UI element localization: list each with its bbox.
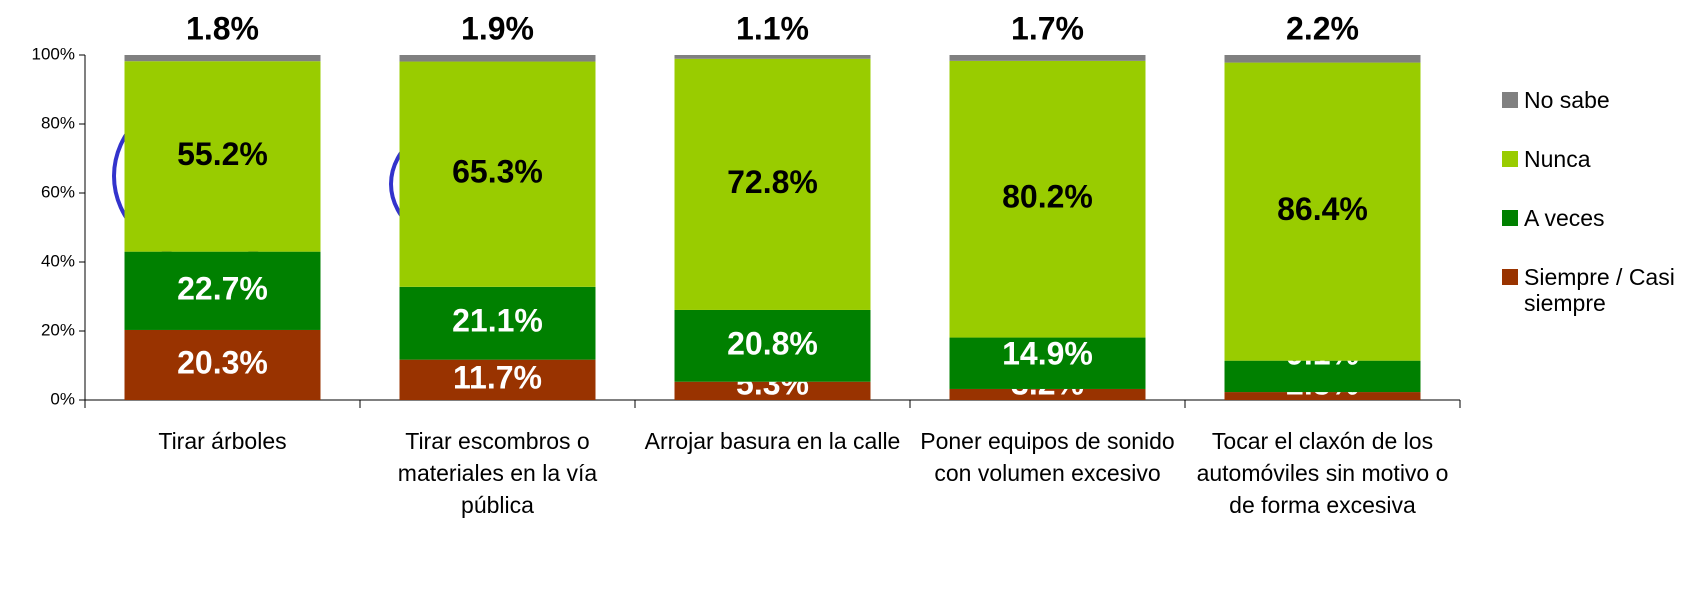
bar-segment	[124, 55, 321, 62]
value-label: 22.7%	[177, 270, 268, 306]
bar-segment	[1224, 360, 1421, 393]
x-tick-label: Arrojar basura en la calle	[644, 428, 901, 454]
bar-segment	[674, 309, 871, 382]
bar-segment	[949, 337, 1146, 389]
bar-segment	[399, 359, 596, 400]
y-tick-label: 40%	[41, 251, 75, 270]
legend-swatch	[1502, 210, 1518, 226]
value-label: 55.2%	[177, 136, 268, 172]
bar-segment	[1224, 392, 1421, 400]
bar-segment	[399, 61, 596, 287]
bar-segment	[1224, 55, 1421, 63]
bar-segment	[949, 55, 1146, 61]
legend-label: A veces	[1524, 205, 1605, 231]
legend-label: Siempre / Casi siempre	[1524, 264, 1675, 316]
y-tick-label: 20%	[41, 320, 75, 339]
value-label: 20.8%	[727, 325, 818, 361]
x-tick-label: Poner equipos de sonido con volumen exce…	[920, 428, 1175, 486]
bar-segment	[399, 286, 596, 360]
bar-segment	[949, 60, 1146, 338]
value-label: 2.2%	[1286, 10, 1359, 46]
x-tick-label: Tirar escombros o materiales en la vía p…	[397, 428, 598, 518]
value-label: 1.8%	[186, 10, 259, 46]
value-label: 72.8%	[727, 164, 818, 200]
bar-segment	[674, 381, 871, 400]
y-tick-label: 100%	[32, 44, 75, 63]
bar-segment	[124, 251, 321, 330]
bar-segment	[949, 388, 1146, 400]
value-label: 14.9%	[1002, 335, 1093, 371]
value-label: 80.2%	[1002, 179, 1093, 215]
bar-segment	[399, 55, 596, 62]
value-label: 86.4%	[1277, 191, 1368, 227]
value-label: 1.7%	[1011, 10, 1084, 46]
legend-swatch	[1502, 269, 1518, 285]
value-label: 20.3%	[177, 344, 268, 380]
bar-segment	[124, 329, 321, 400]
value-label: 21.1%	[452, 303, 543, 339]
legend-swatch	[1502, 92, 1518, 108]
bar-segment	[674, 55, 871, 59]
legend-label: No sabe	[1524, 87, 1610, 113]
y-tick-label: 0%	[50, 389, 75, 408]
x-tick-label: Tocar el claxón de los automóviles sin m…	[1196, 428, 1449, 518]
y-tick-label: 80%	[41, 113, 75, 132]
bar-segment	[674, 58, 871, 310]
bar-segment	[124, 61, 321, 252]
legend-label: Nunca	[1524, 146, 1591, 172]
value-label: 11.7%	[453, 359, 542, 395]
y-tick-label: 60%	[41, 182, 75, 201]
x-tick-label: Tirar árboles	[158, 428, 287, 454]
value-label: 1.9%	[461, 10, 534, 46]
legend-swatch	[1502, 151, 1518, 167]
bar-segment	[1224, 62, 1421, 361]
value-label: 1.1%	[736, 10, 809, 46]
value-label: 65.3%	[452, 154, 543, 190]
